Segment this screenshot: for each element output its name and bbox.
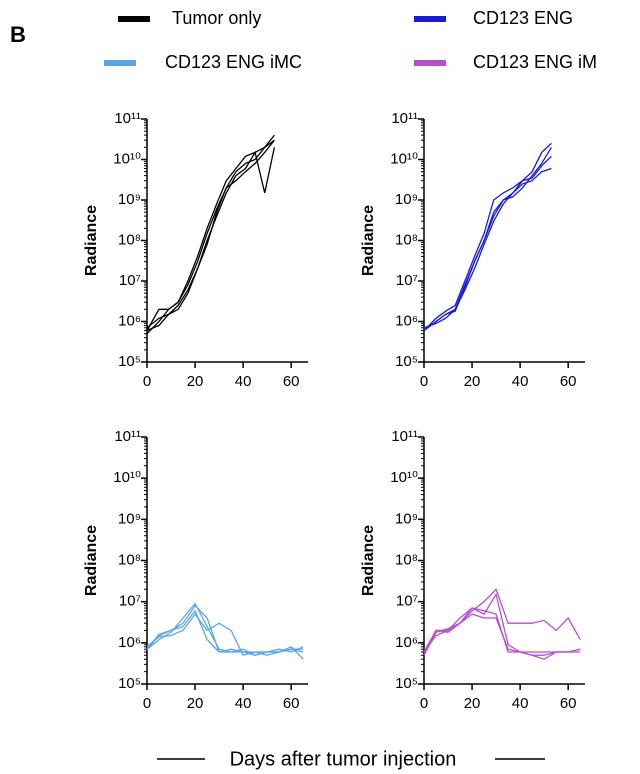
y-tick-label: 10¹⁰ (113, 469, 141, 486)
legend-label: Tumor only (172, 8, 261, 28)
x-tick-label: 20 (187, 373, 204, 390)
legend-label: CD123 ENG iM (473, 52, 597, 72)
y-tick-label: 10⁶ (118, 312, 141, 329)
x-tick-label: 60 (560, 695, 577, 712)
legend-swatch (414, 60, 446, 66)
y-tick-label: 10⁸ (118, 551, 141, 568)
y-tick-label: 10⁹ (118, 510, 141, 527)
y-tick-label: 10⁸ (395, 551, 418, 568)
x-tick-label: 60 (283, 695, 300, 712)
x-tick-label: 20 (187, 695, 204, 712)
series-line (146, 613, 304, 656)
x-axis-label: Days after tumor injection (230, 748, 457, 770)
series-line (423, 592, 581, 656)
y-tick-label: 10⁷ (119, 272, 141, 289)
y-tick-label: 10⁷ (396, 272, 418, 289)
series-line (423, 142, 552, 331)
y-tick-label: 10¹¹ (114, 110, 141, 127)
series-line (423, 146, 552, 332)
y-tick-label: 10⁹ (118, 191, 141, 208)
x-tick-label: 20 (464, 373, 481, 390)
x-tick-label: 40 (235, 373, 252, 390)
series-line (423, 167, 552, 329)
x-tick-label: 0 (420, 373, 428, 390)
y-tick-label: 10⁵ (118, 675, 141, 692)
series-line (423, 588, 581, 653)
y-tick-label: 10⁶ (118, 634, 141, 651)
y-tick-label: 10¹⁰ (390, 150, 418, 167)
y-tick-label: 10⁷ (119, 593, 141, 610)
x-tick-label: 60 (283, 373, 300, 390)
legend-label: CD123 ENG iMC (165, 52, 302, 72)
y-tick-label: 10⁵ (118, 353, 141, 370)
y-tick-label: 10⁶ (395, 312, 418, 329)
x-tick-label: 40 (235, 695, 252, 712)
y-tick-label: 10⁸ (118, 231, 141, 248)
y-tick-label: 10¹¹ (114, 428, 141, 445)
y-tick-label: 10⁶ (395, 634, 418, 651)
legend-swatch (104, 60, 136, 66)
x-tick-label: 40 (512, 373, 529, 390)
y-tick-label: 10⁹ (395, 191, 418, 208)
y-axis-label: Radiance (360, 525, 377, 596)
series-line (146, 609, 304, 656)
legend-label: CD123 ENG (473, 8, 573, 28)
panel-label: B (10, 22, 26, 47)
y-tick-label: 10⁸ (395, 231, 418, 248)
y-tick-label: 10⁵ (395, 675, 418, 692)
y-axis-label: Radiance (83, 525, 100, 596)
y-tick-label: 10⁵ (395, 353, 418, 370)
x-tick-label: 60 (560, 373, 577, 390)
x-tick-label: 40 (512, 695, 529, 712)
y-tick-label: 10¹⁰ (113, 150, 141, 167)
legend-swatch (414, 16, 446, 22)
series-line (423, 155, 552, 332)
legend-swatch (118, 16, 150, 22)
x-tick-label: 20 (464, 695, 481, 712)
y-axis-label: Radiance (360, 205, 377, 276)
x-tick-label: 0 (420, 695, 428, 712)
x-tick-label: 0 (143, 695, 151, 712)
series-line (146, 147, 276, 329)
y-tick-label: 10⁹ (395, 510, 418, 527)
y-tick-label: 10¹¹ (391, 110, 418, 127)
series-line (146, 139, 275, 331)
series-line (146, 139, 275, 332)
y-axis-label: Radiance (83, 205, 100, 276)
x-tick-label: 0 (143, 373, 151, 390)
y-tick-label: 10¹⁰ (390, 469, 418, 486)
y-tick-label: 10¹¹ (391, 428, 418, 445)
series-line (423, 607, 581, 660)
y-tick-label: 10⁷ (396, 593, 418, 610)
